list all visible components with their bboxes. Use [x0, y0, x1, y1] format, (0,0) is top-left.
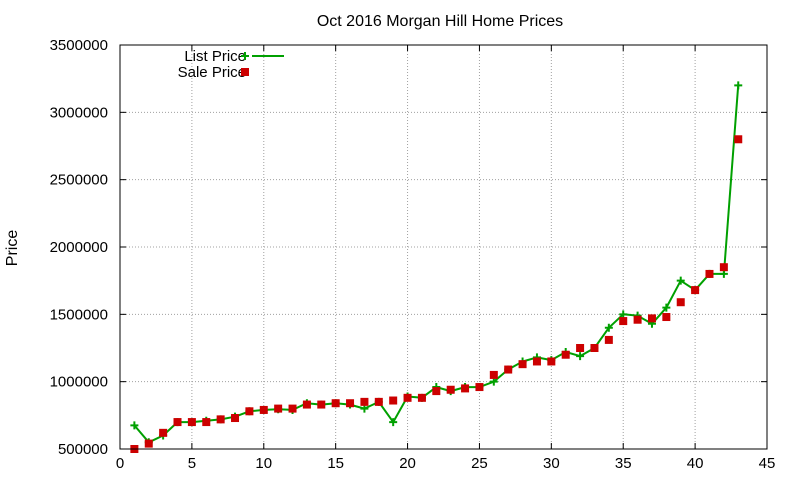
x-tick-label: 0 [116, 455, 124, 472]
list-price-point [719, 269, 728, 278]
plot-frame [119, 44, 768, 450]
list-price-point [604, 323, 613, 332]
sale-price-point [288, 404, 297, 413]
sale-price-point [489, 370, 498, 379]
sale-price-point [691, 286, 700, 295]
sale-price-point [259, 405, 268, 414]
sale-price-point [403, 393, 412, 402]
x-tick-label: 25 [471, 455, 488, 472]
sale-price-point [417, 393, 426, 402]
y-tick-label: 3500000 [50, 37, 108, 54]
list-price-point [489, 377, 498, 386]
x-tick-label: 20 [399, 455, 416, 472]
legend-label-list-price: List Price [184, 48, 246, 65]
sale-price-point [734, 135, 743, 144]
legend: List Price Sale Price [178, 48, 284, 81]
sale-price-point [331, 399, 340, 408]
sale-price-point [202, 418, 211, 427]
sale-price-point [547, 357, 556, 366]
list-price-point [734, 81, 743, 90]
sale-price-point [532, 357, 541, 366]
sale-price-point [619, 317, 628, 326]
sale-price-point [317, 400, 326, 409]
plot-series [130, 81, 743, 453]
sale-price-point [432, 387, 441, 396]
sale-price-point [475, 383, 484, 392]
list-price-point [576, 352, 585, 361]
x-tick-label: 45 [759, 455, 776, 472]
y-tick-label: 3000000 [50, 104, 108, 121]
sale-price-point [374, 397, 383, 406]
sale-price-point [446, 385, 455, 394]
y-tick-label: 1000000 [50, 374, 108, 391]
sale-price-point [231, 414, 240, 423]
x-tick-label: 40 [687, 455, 704, 472]
x-tick-label: 5 [188, 455, 196, 472]
sale-price-point [346, 399, 355, 408]
list-price-point [619, 310, 628, 319]
sale-price-point [676, 298, 685, 307]
y-axis-label: Price [4, 230, 21, 267]
sale-price-point [705, 269, 714, 278]
list-price-point [676, 276, 685, 285]
sale-price-point [576, 344, 585, 352]
sale-price-point [173, 418, 182, 427]
chart-title: Oct 2016 Morgan Hill Home Prices [317, 13, 563, 30]
legend-swatch-sale-price [241, 68, 249, 76]
sale-price-point [389, 396, 398, 405]
sale-price-point [504, 365, 513, 374]
sale-price-point [187, 418, 196, 427]
sale-price-point [719, 263, 728, 272]
list-price-point [130, 421, 139, 430]
x-tick-label: 35 [615, 455, 632, 472]
y-tick-label: 1500000 [50, 306, 108, 323]
y-tick-label: 2500000 [50, 172, 108, 189]
list-price-point [662, 303, 671, 312]
axis-ticks: 0 5 10 15 20 25 30 35 40 45 500000 1000000 1500000 20… [50, 37, 776, 472]
gridlines [120, 45, 767, 449]
sale-price-point [159, 428, 168, 437]
sale-price-point [274, 404, 283, 413]
sale-price-point [216, 415, 225, 424]
x-tick-label: 10 [255, 455, 272, 472]
legend-marker-list-price [241, 52, 249, 60]
x-tick-label: 30 [543, 455, 560, 472]
sale-price-point [647, 314, 656, 323]
list-price-point [389, 418, 398, 427]
y-tick-label: 2000000 [50, 239, 108, 256]
x-tick-label: 15 [327, 455, 344, 472]
sale-price-point [662, 313, 671, 322]
sale-price-point [302, 400, 311, 409]
sale-price-point [633, 315, 642, 324]
sale-price-point [590, 344, 599, 352]
sale-price-point [245, 407, 254, 416]
legend-label-sale-price: Sale Price [178, 64, 246, 81]
sale-price-point [518, 360, 527, 369]
list-price-point [360, 404, 369, 413]
sale-price-point [461, 384, 470, 393]
y-tick-label: 500000 [58, 441, 108, 458]
sale-price-point [144, 439, 153, 448]
sale-price-point [360, 397, 369, 406]
sale-price-point [561, 350, 570, 359]
sale-price-point [604, 335, 613, 344]
